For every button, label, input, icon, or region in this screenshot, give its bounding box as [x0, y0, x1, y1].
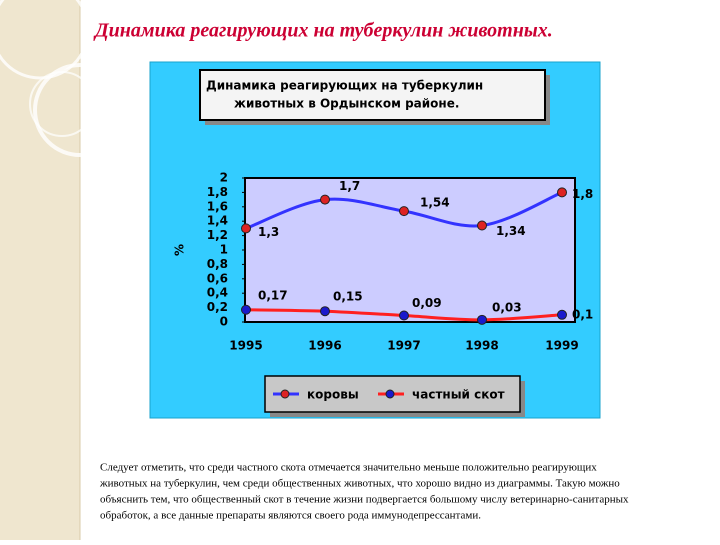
data-label: 0,09: [412, 296, 442, 310]
data-label: 1,7: [339, 179, 360, 193]
marker: [241, 223, 251, 234]
marker: [477, 314, 487, 325]
x-tick-label: 1998: [465, 339, 498, 353]
legend: [264, 375, 521, 413]
chart-title: Динамика реагирующих на туберкулин: [206, 79, 483, 93]
x-tick-label: 1997: [387, 339, 420, 353]
chart-title: животных в Ордынском районе.: [234, 97, 459, 111]
marker: [477, 220, 487, 231]
data-label: 1,54: [420, 196, 450, 210]
data-label: 0,1: [572, 307, 593, 321]
decor-circle: [33, 63, 127, 157]
x-tick-label: 1995: [229, 339, 262, 353]
data-label: 0,03: [492, 300, 522, 314]
data-label: 1,3: [258, 225, 279, 239]
y-tick-label: 0,8: [207, 257, 228, 271]
y-tick-label: 0,2: [207, 300, 228, 314]
data-label: 0,17: [258, 288, 288, 302]
paragraph-line: обработок, а все данные препараты являют…: [100, 510, 481, 522]
marker: [557, 187, 567, 198]
marker: [399, 310, 409, 321]
y-tick-label: 0: [220, 315, 228, 329]
y-tick-label: 1,6: [207, 199, 228, 213]
legend-marker: [280, 389, 290, 399]
y-tick-label: 0,6: [207, 271, 228, 285]
y-tick-label: 1,4: [207, 214, 228, 228]
legend-marker: [385, 389, 395, 399]
marker: [399, 206, 409, 217]
marker: [320, 194, 330, 205]
paragraph-line: животных на туберкулин, чем среди общест…: [99, 478, 620, 490]
y-axis-label: %: [173, 244, 187, 256]
legend-label: коровы: [307, 388, 359, 402]
decor-circle: [0, 0, 90, 80]
data-label: 1,34: [496, 224, 526, 238]
y-tick-label: 1,2: [207, 228, 228, 242]
marker: [241, 304, 251, 315]
decor-circle: [29, 71, 95, 137]
paragraph-line: объяснить тем, что общественный скот в т…: [100, 494, 629, 506]
title-box: [199, 69, 546, 121]
data-label: 0,15: [333, 290, 363, 304]
y-tick-label: 1,8: [207, 185, 228, 199]
y-tick-label: 0,4: [207, 286, 228, 300]
marker: [557, 309, 567, 320]
x-tick-label: 1999: [545, 339, 578, 353]
paragraph: Следует отметить, что среди частного ско…: [99, 462, 629, 522]
y-tick-label: 1: [220, 243, 228, 257]
slide-title: Динамика реагирующих на туберкулин живот…: [93, 20, 553, 42]
data-label: 1,8: [572, 187, 593, 201]
x-tick-label: 1996: [308, 339, 341, 353]
y-tick-label: 2: [220, 171, 228, 185]
marker: [320, 306, 330, 317]
legend-label: частный скот: [412, 388, 505, 402]
plot-area: [244, 177, 576, 323]
paragraph-line: Следует отметить, что среди частного ско…: [100, 462, 597, 474]
